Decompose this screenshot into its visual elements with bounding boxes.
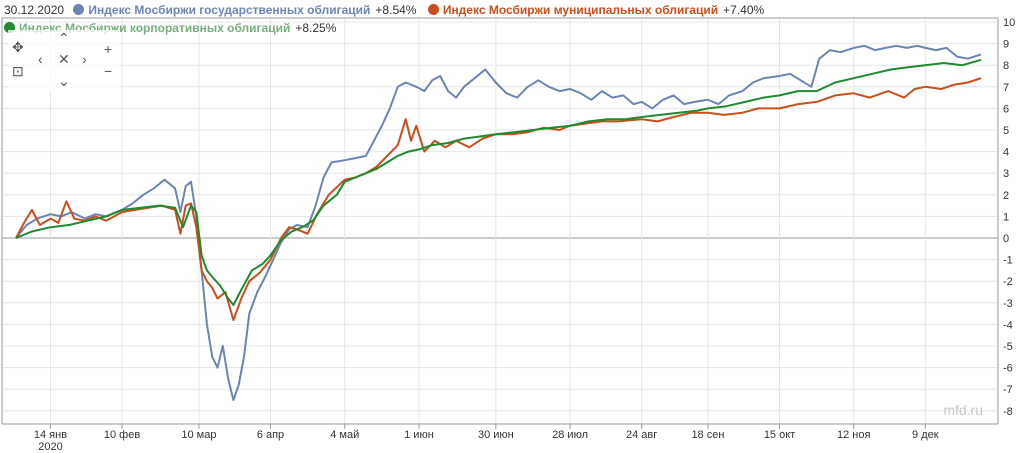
zoom-out-icon[interactable]: − <box>104 63 113 79</box>
legend-date: 30.12.2020 <box>4 3 65 17</box>
chart-navigation-panel: ✥ ⊡ ⌃ ‹ ✕ › ⌄ + − <box>8 30 120 92</box>
y-tick-label: 6 <box>1003 103 1009 115</box>
y-tick-label: -7 <box>1003 384 1013 396</box>
down-arrow-icon[interactable]: ⌄ <box>58 73 70 89</box>
y-tick-label: -1 <box>1003 255 1013 267</box>
up-arrow-icon[interactable]: ⌃ <box>58 30 70 46</box>
y-tick-label: -3 <box>1003 298 1013 310</box>
x-tick-label: 30 июн <box>478 429 514 441</box>
y-tick-label: 8 <box>1003 60 1009 72</box>
x-tick-label: 4 май <box>330 429 359 441</box>
y-tick-label: -6 <box>1003 363 1013 375</box>
legend-dot-muni <box>427 4 439 15</box>
y-tick-label: 9 <box>1003 39 1009 51</box>
watermark: mfd.ru <box>943 402 983 418</box>
pan-icon[interactable]: ✥ <box>12 39 24 55</box>
series-line-2 <box>15 58 982 306</box>
legend-dot-corp <box>4 22 15 33</box>
x-tick-label: 6 апр <box>257 429 284 441</box>
left-arrow-icon[interactable]: ‹ <box>38 51 43 67</box>
y-tick-label: 10 <box>1003 17 1015 29</box>
legend-item-gov[interactable]: Индекс Мосбиржи государственных облигаци… <box>73 3 419 17</box>
legend-name-gov: Индекс Мосбиржи государственных облигаци… <box>88 3 371 17</box>
reset-zoom-icon[interactable]: ✕ <box>58 51 70 67</box>
x-tick-label: 9 дек <box>912 429 939 441</box>
grid-lines <box>2 18 998 424</box>
legend-change-gov: +8.54% <box>375 3 417 17</box>
right-arrow-icon[interactable]: › <box>82 51 87 67</box>
y-tick-label: 2 <box>1003 190 1009 202</box>
y-tick-label: 7 <box>1003 82 1009 94</box>
series-line-1 <box>15 77 982 322</box>
x-tick-label: 10 фев <box>104 429 140 441</box>
legend-item-muni[interactable]: Индекс Мосбиржи муниципальных облигаций +… <box>427 3 765 17</box>
y-tick-label: 5 <box>1003 125 1009 137</box>
legend-dot-gov <box>73 4 85 15</box>
x-tick-label: 18 сен <box>691 429 724 441</box>
x-tick-label: 10 мар <box>181 429 216 441</box>
legend-change-muni: +7.40% <box>723 3 765 17</box>
y-tick-label: -2 <box>1003 276 1013 288</box>
y-tick-label: 0 <box>1003 233 1009 245</box>
legend: 30.12.2020 Индекс Мосбиржи государственн… <box>4 3 772 17</box>
series-line-0 <box>15 44 982 401</box>
y-tick-label: -5 <box>1003 341 1013 353</box>
y-tick-label: -4 <box>1003 319 1013 331</box>
plot-frame <box>1 17 999 425</box>
y-tick-label: 1 <box>1003 211 1009 223</box>
series-lines <box>15 44 982 401</box>
legend-name-muni: Индекс Мосбиржи муниципальных облигаций <box>442 3 719 17</box>
x-tick-label: 1 июн <box>404 429 434 441</box>
y-tick-label: -8 <box>1003 406 1013 418</box>
x-tick-label: 12 ноя <box>837 429 870 441</box>
y-tick-labels: -8 -7 -6 -5 -4 -3 -2 -1 0 1 2 3 4 5 6 7 8 9 10 <box>1003 17 1015 418</box>
x-tick-label: 15 окт <box>764 429 795 441</box>
y-tick-label: 4 <box>1003 147 1009 159</box>
zoom-in-icon[interactable]: + <box>104 41 113 57</box>
legend-change-corp: +8.25% <box>295 21 337 35</box>
x-tick-label: 14 янв <box>34 429 67 441</box>
x-tick-label: 24 авг <box>626 429 657 441</box>
x-tick-sublabel: 2020 <box>38 441 62 453</box>
zoom-box-icon[interactable]: ⊡ <box>12 63 24 79</box>
x-tick-label: 28 июл <box>552 429 588 441</box>
axes <box>1 17 999 429</box>
y-tick-label: 3 <box>1003 168 1009 180</box>
